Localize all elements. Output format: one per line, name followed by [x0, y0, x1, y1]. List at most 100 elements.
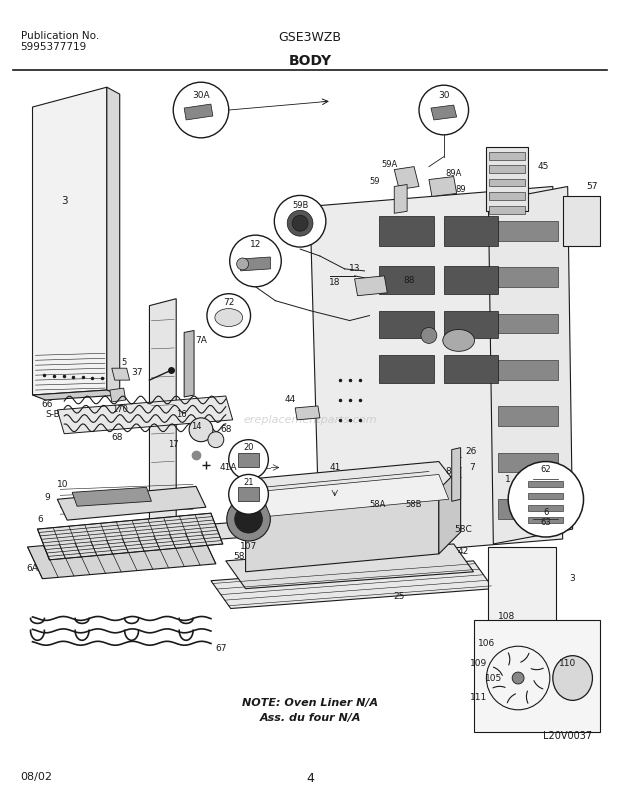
Polygon shape — [355, 276, 388, 295]
Text: 68: 68 — [220, 426, 231, 434]
Bar — [498, 360, 558, 380]
Text: ereplacementparts.com: ereplacementparts.com — [243, 414, 377, 425]
Ellipse shape — [553, 656, 593, 700]
Text: 45: 45 — [537, 162, 549, 172]
Text: BODY: BODY — [288, 55, 332, 68]
Circle shape — [227, 497, 270, 541]
Bar — [489, 164, 525, 172]
Bar — [487, 147, 528, 211]
Bar — [444, 266, 498, 294]
Polygon shape — [489, 187, 573, 544]
FancyArrowPatch shape — [526, 691, 528, 703]
FancyArrowPatch shape — [493, 686, 505, 688]
Text: 72: 72 — [223, 299, 234, 307]
Text: 42: 42 — [458, 547, 469, 557]
Bar — [237, 488, 259, 501]
Bar — [379, 310, 434, 338]
Polygon shape — [211, 561, 494, 608]
FancyArrowPatch shape — [507, 694, 515, 703]
Circle shape — [235, 505, 262, 533]
Polygon shape — [528, 493, 563, 499]
Text: 105: 105 — [485, 673, 502, 683]
FancyArrowPatch shape — [521, 653, 529, 662]
Text: NOTE: Oven Liner N/A: NOTE: Oven Liner N/A — [242, 698, 378, 708]
Bar — [237, 453, 259, 467]
Polygon shape — [72, 488, 151, 507]
Text: 88: 88 — [404, 276, 415, 285]
Polygon shape — [246, 489, 439, 572]
Bar — [379, 355, 434, 383]
Text: 110: 110 — [559, 659, 577, 668]
Polygon shape — [439, 468, 461, 554]
Circle shape — [173, 83, 229, 138]
Bar — [379, 266, 434, 294]
Text: 58A: 58A — [369, 499, 386, 509]
Polygon shape — [394, 167, 419, 190]
Text: 17: 17 — [168, 440, 179, 449]
Polygon shape — [429, 176, 457, 196]
Text: 111: 111 — [470, 693, 487, 703]
Text: 66: 66 — [42, 400, 53, 410]
Polygon shape — [57, 487, 206, 520]
Text: 37: 37 — [131, 368, 143, 376]
Polygon shape — [57, 396, 232, 434]
Text: 13: 13 — [349, 264, 360, 273]
Text: 26: 26 — [465, 447, 476, 456]
Polygon shape — [32, 390, 120, 400]
Text: 5995377719: 5995377719 — [20, 43, 87, 52]
Text: 6: 6 — [543, 507, 549, 517]
Text: 12: 12 — [250, 240, 261, 249]
Circle shape — [419, 85, 469, 135]
Bar — [498, 314, 558, 333]
Circle shape — [189, 418, 213, 441]
Text: 44: 44 — [285, 395, 296, 404]
Bar — [379, 216, 434, 246]
Text: 6A: 6A — [27, 565, 38, 573]
Text: 3: 3 — [570, 574, 575, 584]
Text: 10: 10 — [56, 480, 68, 489]
Polygon shape — [528, 517, 563, 523]
Polygon shape — [246, 461, 461, 507]
Text: 25: 25 — [394, 592, 405, 601]
Text: 20: 20 — [243, 443, 254, 452]
Text: 106: 106 — [478, 638, 495, 648]
Polygon shape — [241, 257, 270, 271]
Circle shape — [512, 672, 524, 684]
Text: 30A: 30A — [192, 91, 210, 99]
Text: 08/02: 08/02 — [20, 773, 53, 782]
Text: 14: 14 — [191, 422, 202, 431]
Text: 59A: 59A — [381, 160, 397, 169]
Text: 7A: 7A — [195, 336, 207, 345]
Bar — [444, 355, 498, 383]
Circle shape — [287, 210, 313, 236]
Polygon shape — [149, 509, 409, 544]
Text: GSE3WZB: GSE3WZB — [278, 31, 342, 44]
Circle shape — [230, 235, 281, 287]
Bar — [444, 310, 498, 338]
Text: 8: 8 — [446, 467, 451, 476]
Text: 68: 68 — [111, 434, 123, 442]
Circle shape — [237, 258, 249, 270]
Polygon shape — [149, 299, 176, 536]
Text: 9: 9 — [45, 493, 50, 502]
Polygon shape — [452, 448, 461, 501]
Bar — [498, 267, 558, 287]
Text: 58B: 58B — [406, 499, 422, 509]
Text: 58C: 58C — [454, 525, 472, 534]
Polygon shape — [528, 481, 563, 488]
Bar — [474, 620, 600, 731]
Polygon shape — [37, 513, 223, 560]
FancyArrowPatch shape — [494, 667, 502, 676]
Text: 109: 109 — [470, 659, 487, 668]
Circle shape — [292, 215, 308, 231]
Polygon shape — [394, 184, 407, 214]
Text: 62: 62 — [541, 465, 551, 474]
Bar — [489, 152, 525, 160]
Text: 89: 89 — [455, 185, 466, 194]
Bar — [489, 547, 556, 730]
Polygon shape — [260, 475, 449, 516]
Bar — [498, 222, 558, 241]
Polygon shape — [226, 544, 474, 588]
Polygon shape — [112, 368, 130, 380]
Text: S-B: S-B — [45, 410, 60, 419]
